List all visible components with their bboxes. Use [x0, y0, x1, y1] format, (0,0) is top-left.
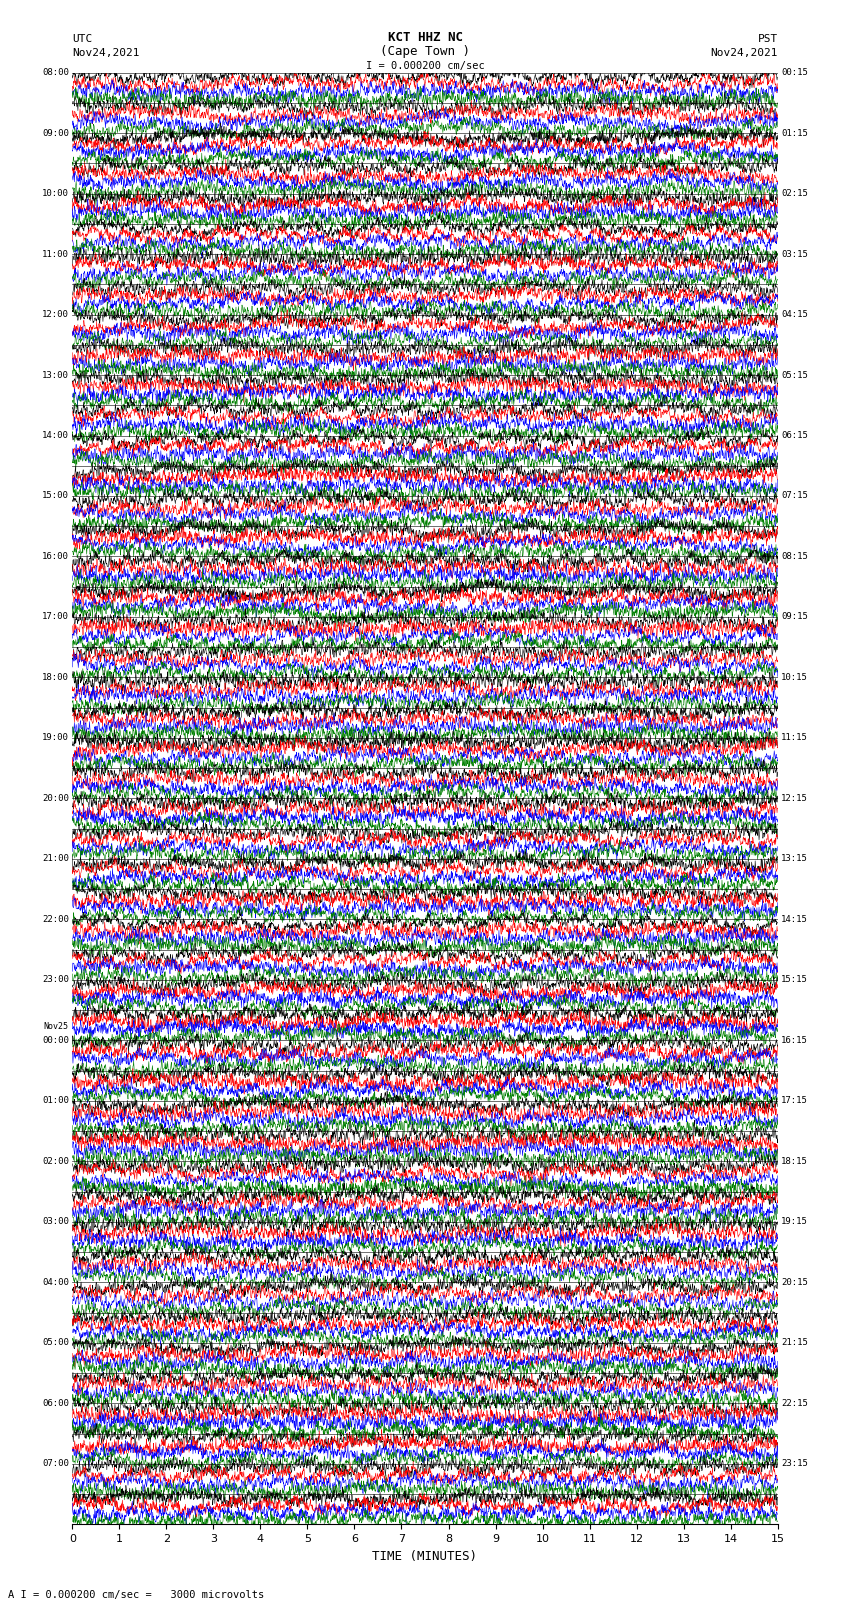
Text: 04:15: 04:15 — [781, 310, 808, 319]
Text: 21:00: 21:00 — [42, 855, 69, 863]
Text: 22:00: 22:00 — [42, 915, 69, 924]
Text: UTC: UTC — [72, 34, 93, 44]
Text: 11:15: 11:15 — [781, 734, 808, 742]
Text: 04:00: 04:00 — [42, 1277, 69, 1287]
Text: 11:00: 11:00 — [42, 250, 69, 258]
Text: 07:15: 07:15 — [781, 492, 808, 500]
Text: 02:00: 02:00 — [42, 1157, 69, 1166]
Text: 17:00: 17:00 — [42, 613, 69, 621]
Text: 01:15: 01:15 — [781, 129, 808, 137]
Text: 00:00: 00:00 — [42, 1036, 69, 1045]
Text: 03:15: 03:15 — [781, 250, 808, 258]
Text: 12:00: 12:00 — [42, 310, 69, 319]
X-axis label: TIME (MINUTES): TIME (MINUTES) — [372, 1550, 478, 1563]
Text: 18:15: 18:15 — [781, 1157, 808, 1166]
Text: PST: PST — [757, 34, 778, 44]
Text: 23:15: 23:15 — [781, 1460, 808, 1468]
Text: 14:00: 14:00 — [42, 431, 69, 440]
Text: 07:00: 07:00 — [42, 1460, 69, 1468]
Text: KCT HHZ NC: KCT HHZ NC — [388, 31, 462, 44]
Text: 09:15: 09:15 — [781, 613, 808, 621]
Text: 15:15: 15:15 — [781, 976, 808, 984]
Text: 18:00: 18:00 — [42, 673, 69, 682]
Text: 05:15: 05:15 — [781, 371, 808, 379]
Text: 08:15: 08:15 — [781, 552, 808, 561]
Text: Nov25: Nov25 — [44, 1021, 69, 1031]
Text: 08:00: 08:00 — [42, 68, 69, 77]
Text: 10:15: 10:15 — [781, 673, 808, 682]
Text: 09:00: 09:00 — [42, 129, 69, 137]
Text: 10:00: 10:00 — [42, 189, 69, 198]
Text: (Cape Town ): (Cape Town ) — [380, 45, 470, 58]
Text: Nov24,2021: Nov24,2021 — [711, 48, 778, 58]
Text: 19:00: 19:00 — [42, 734, 69, 742]
Text: 01:00: 01:00 — [42, 1097, 69, 1105]
Text: 03:00: 03:00 — [42, 1218, 69, 1226]
Text: I = 0.000200 cm/sec: I = 0.000200 cm/sec — [366, 61, 484, 71]
Text: 02:15: 02:15 — [781, 189, 808, 198]
Text: A I = 0.000200 cm/sec =   3000 microvolts: A I = 0.000200 cm/sec = 3000 microvolts — [8, 1590, 264, 1600]
Text: 16:15: 16:15 — [781, 1036, 808, 1045]
Text: 00:15: 00:15 — [781, 68, 808, 77]
Text: 15:00: 15:00 — [42, 492, 69, 500]
Text: 21:15: 21:15 — [781, 1339, 808, 1347]
Text: 12:15: 12:15 — [781, 794, 808, 803]
Text: 23:00: 23:00 — [42, 976, 69, 984]
Text: Nov24,2021: Nov24,2021 — [72, 48, 139, 58]
Text: 06:15: 06:15 — [781, 431, 808, 440]
Text: 20:00: 20:00 — [42, 794, 69, 803]
Text: 13:00: 13:00 — [42, 371, 69, 379]
Text: 05:00: 05:00 — [42, 1339, 69, 1347]
Text: 16:00: 16:00 — [42, 552, 69, 561]
Text: 06:00: 06:00 — [42, 1398, 69, 1408]
Text: 13:15: 13:15 — [781, 855, 808, 863]
Text: 20:15: 20:15 — [781, 1277, 808, 1287]
Text: 22:15: 22:15 — [781, 1398, 808, 1408]
Text: 19:15: 19:15 — [781, 1218, 808, 1226]
Text: 17:15: 17:15 — [781, 1097, 808, 1105]
Text: 14:15: 14:15 — [781, 915, 808, 924]
